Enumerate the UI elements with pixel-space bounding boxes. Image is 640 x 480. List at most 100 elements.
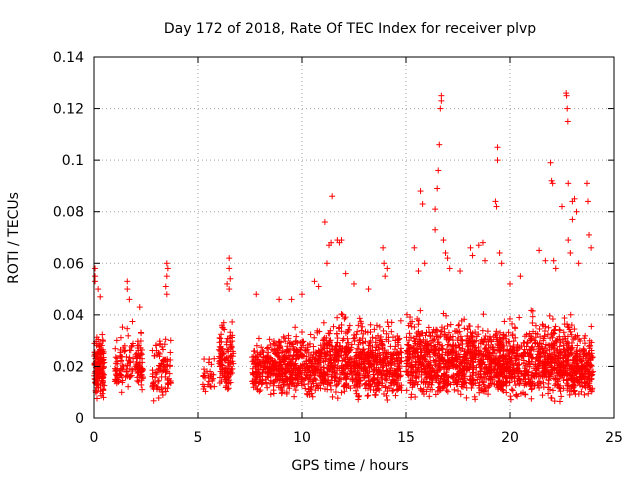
data-point — [271, 380, 278, 387]
data-point — [547, 159, 554, 166]
data-point — [158, 384, 165, 391]
data-point — [254, 352, 261, 359]
x-tick-label: 5 — [194, 430, 203, 446]
data-point — [100, 338, 107, 345]
data-point — [152, 374, 159, 381]
data-point — [204, 381, 211, 388]
data-point — [138, 381, 145, 388]
data-point — [162, 373, 169, 380]
data-point — [215, 346, 222, 353]
data-point — [568, 339, 575, 346]
data-point — [382, 273, 389, 280]
data-point — [342, 270, 349, 277]
data-point — [225, 367, 232, 374]
data-point — [92, 355, 99, 362]
data-point — [220, 324, 227, 331]
data-point — [588, 323, 595, 330]
data-point — [378, 333, 385, 340]
data-point — [252, 364, 259, 371]
data-point — [356, 315, 363, 322]
data-point — [99, 372, 106, 379]
data-point — [320, 336, 327, 343]
data-point — [272, 341, 279, 348]
data-point — [163, 361, 170, 368]
data-point — [367, 321, 374, 328]
data-point — [270, 366, 277, 373]
data-point — [225, 359, 232, 366]
data-point — [380, 244, 387, 251]
data-point — [550, 257, 557, 264]
data-point — [225, 335, 232, 342]
data-point — [397, 345, 404, 352]
data-point — [548, 395, 555, 402]
data-point — [205, 372, 212, 379]
data-point — [119, 377, 126, 384]
data-point — [95, 371, 102, 378]
data-point — [150, 379, 157, 386]
data-point — [365, 392, 372, 399]
data-point — [123, 368, 130, 375]
data-point — [128, 342, 135, 349]
data-point — [469, 252, 476, 259]
data-point — [95, 286, 102, 293]
data-point — [124, 278, 131, 285]
data-point — [95, 359, 102, 366]
data-point — [201, 356, 208, 363]
data-point — [153, 342, 160, 349]
data-point — [113, 337, 120, 344]
data-point — [134, 374, 141, 381]
data-point — [436, 141, 443, 148]
data-point — [556, 398, 563, 405]
data-point — [373, 322, 380, 329]
data-point — [437, 105, 444, 112]
data-point — [163, 291, 170, 298]
data-point — [494, 157, 501, 164]
data-point — [137, 337, 144, 344]
data-point — [457, 391, 464, 398]
data-point — [552, 323, 559, 330]
data-point — [395, 336, 402, 343]
data-point — [259, 379, 266, 386]
data-point — [532, 322, 539, 329]
data-point — [467, 244, 474, 251]
data-point — [264, 384, 271, 391]
data-point — [134, 342, 141, 349]
data-point — [265, 374, 272, 381]
data-point — [149, 380, 156, 387]
data-point — [249, 378, 256, 385]
data-point — [226, 286, 233, 293]
data-point — [463, 394, 470, 401]
data-point — [121, 348, 128, 355]
data-point — [128, 343, 135, 350]
data-point — [265, 358, 272, 365]
data-point — [365, 286, 372, 293]
data-point — [204, 368, 211, 375]
data-point — [311, 334, 318, 341]
data-point — [92, 265, 99, 272]
data-point — [112, 345, 119, 352]
data-point — [96, 351, 103, 358]
data-point — [155, 365, 162, 372]
data-point — [334, 395, 341, 402]
data-point — [97, 293, 104, 300]
data-point — [512, 325, 519, 332]
data-point — [493, 203, 500, 210]
data-point — [302, 385, 309, 392]
data-point — [403, 387, 410, 394]
data-point — [114, 360, 121, 367]
data-point — [112, 360, 119, 367]
data-point — [119, 324, 126, 331]
data-point — [230, 360, 237, 367]
data-point — [156, 350, 163, 357]
data-point — [274, 350, 281, 357]
data-point — [219, 351, 226, 358]
data-point — [162, 283, 169, 290]
y-tick-label: 0.08 — [53, 205, 84, 221]
data-point — [167, 362, 174, 369]
data-point — [338, 311, 345, 318]
data-point — [163, 260, 170, 267]
data-point — [211, 383, 218, 390]
data-point — [384, 396, 391, 403]
data-point — [536, 325, 543, 332]
data-point — [432, 226, 439, 233]
